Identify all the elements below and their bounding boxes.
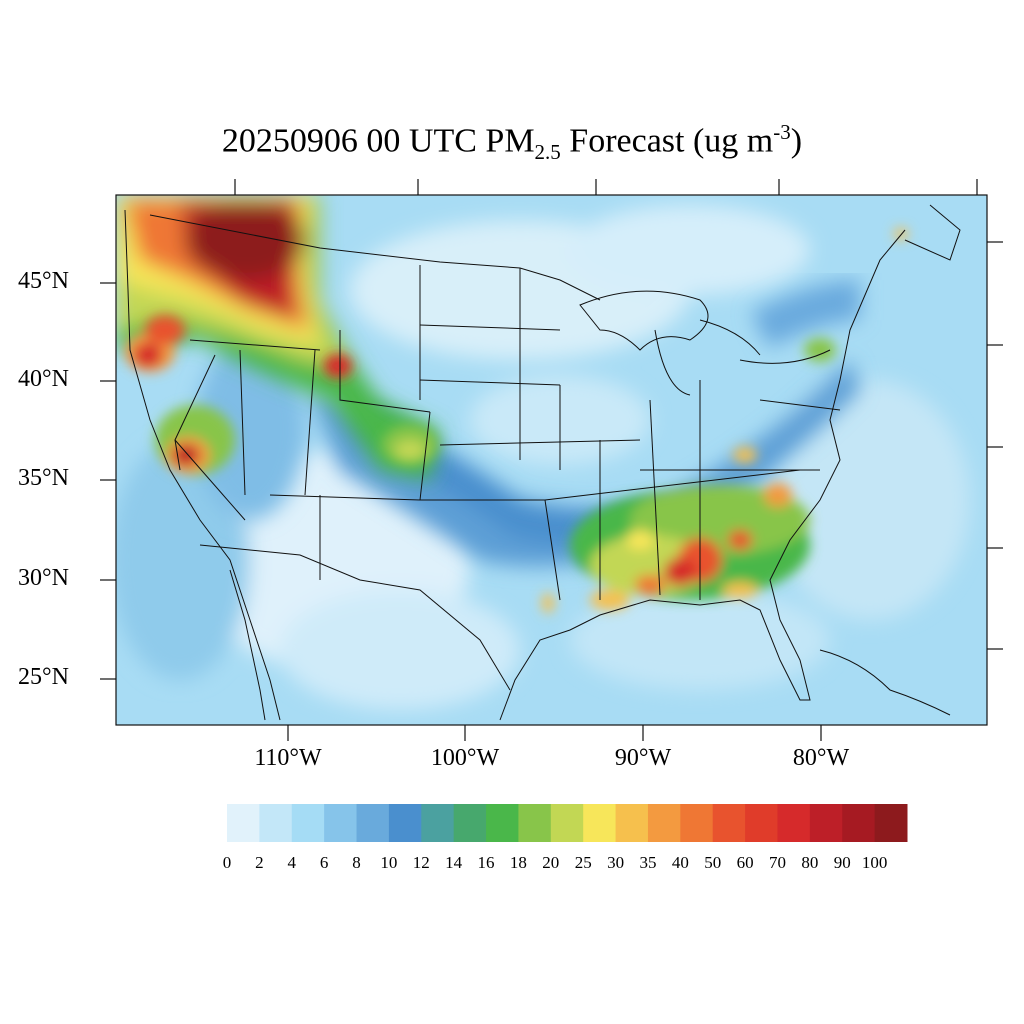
tick-marks bbox=[100, 179, 1003, 741]
lat-label-35: 35°N bbox=[18, 465, 69, 491]
title-species-sub: 2.5 bbox=[534, 140, 561, 165]
title-date: 20250906 bbox=[221, 122, 358, 160]
colorbar-swatch bbox=[259, 804, 293, 842]
colorbar-swatch bbox=[745, 804, 778, 842]
colorbar-swatch bbox=[486, 804, 519, 842]
colorbar-swatch bbox=[583, 804, 617, 842]
map-frame bbox=[115, 194, 988, 726]
lat-label-40: 40°N bbox=[18, 366, 69, 392]
colorbar-label: 18 bbox=[509, 853, 527, 872]
colorbar-label: 0 bbox=[222, 853, 232, 872]
lon-label-80: 80°W bbox=[792, 745, 850, 771]
colorbar-swatch bbox=[388, 804, 422, 842]
colorbar-label: 35 bbox=[639, 853, 657, 872]
colorbar-swatch bbox=[421, 804, 455, 842]
colorbar-label: 100 bbox=[861, 853, 888, 872]
colorbar-label: 25 bbox=[574, 853, 592, 872]
colorbar-label: 6 bbox=[319, 853, 329, 872]
colorbar-label: 60 bbox=[736, 853, 754, 872]
lon-label-90: 90°W bbox=[614, 745, 672, 771]
colorbar-swatch bbox=[356, 804, 390, 842]
colorbar-label: 10 bbox=[380, 853, 398, 872]
colorbar-label: 50 bbox=[704, 853, 722, 872]
colorbar-swatch bbox=[809, 804, 843, 842]
colorbar-label: 80 bbox=[801, 853, 819, 872]
colorbar-swatch bbox=[291, 804, 325, 842]
colorbar-swatch bbox=[227, 804, 260, 842]
colorbar-label: 30 bbox=[607, 853, 625, 872]
colorbar-swatch bbox=[518, 804, 552, 842]
colorbar-swatch bbox=[550, 804, 584, 842]
colorbar-swatch bbox=[680, 804, 714, 842]
colorbar-label: 2 bbox=[255, 853, 264, 872]
title-units: (ug m bbox=[692, 122, 774, 160]
colorbar-label: 20 bbox=[542, 853, 560, 872]
colorbar-swatch bbox=[777, 804, 811, 842]
lat-label-45: 45°N bbox=[18, 268, 69, 294]
colorbar-swatch bbox=[324, 804, 358, 842]
colorbar-label: 12 bbox=[412, 853, 430, 872]
title-kind: Forecast bbox=[569, 122, 685, 160]
colorbar-swatch bbox=[453, 804, 487, 842]
title-units-exp: -3 bbox=[773, 120, 791, 144]
lat-label-30: 30°N bbox=[18, 565, 69, 591]
colorbar-label: 14 bbox=[445, 853, 463, 872]
title-species: PM bbox=[485, 122, 535, 160]
colorbar-swatch bbox=[842, 804, 876, 842]
lat-label-25: 25°N bbox=[18, 664, 69, 690]
colorbar-label: 8 bbox=[352, 853, 361, 872]
title-hour: 00 UTC bbox=[366, 122, 477, 160]
colorbar-swatch bbox=[647, 804, 681, 842]
title-units-close: ) bbox=[790, 122, 803, 160]
colorbar-swatch bbox=[874, 804, 908, 842]
colorbar-swatch bbox=[615, 804, 649, 842]
map-title: 20250906 00 UTC PM2.5 Forecast (ug m-3) bbox=[0, 120, 1024, 165]
colorbar-label: 90 bbox=[833, 853, 851, 872]
boundaries bbox=[124, 204, 961, 721]
colorbar-label: 40 bbox=[671, 853, 689, 872]
colorbar-swatch bbox=[712, 804, 746, 842]
colorbar-label: 70 bbox=[768, 853, 786, 872]
colorbar-label: 16 bbox=[477, 853, 495, 872]
lon-label-110: 110°W bbox=[254, 745, 322, 771]
lon-label-100: 100°W bbox=[430, 745, 500, 771]
colorbar-label: 4 bbox=[287, 853, 297, 872]
